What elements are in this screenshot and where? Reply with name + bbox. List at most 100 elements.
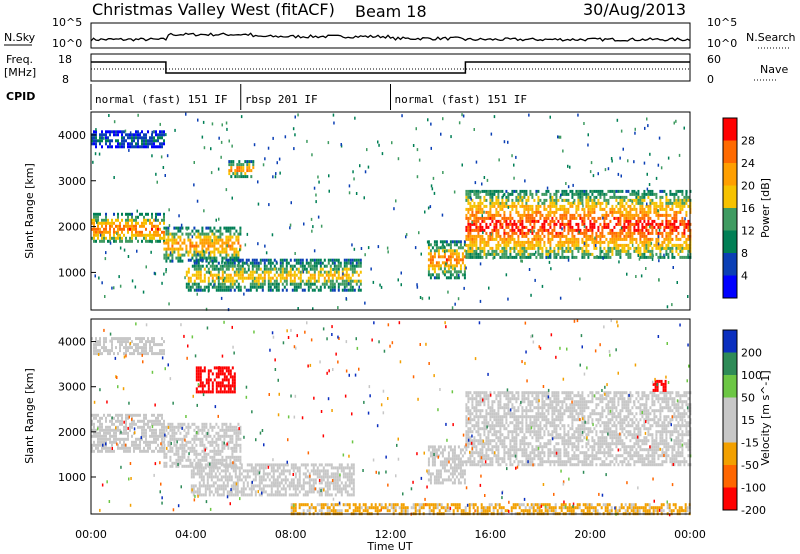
echo-cell [248, 160, 251, 164]
echo-cell [229, 440, 232, 444]
echo-cell [121, 437, 123, 441]
echo-cell [445, 264, 448, 268]
echo-cell [643, 219, 646, 223]
echo-cell [254, 475, 257, 479]
echo-cell [131, 136, 133, 140]
echo-cell [105, 349, 107, 353]
echo-cell [123, 428, 125, 432]
echo-cell [155, 215, 157, 219]
echo-cell [507, 222, 510, 226]
echo-cell [205, 250, 208, 254]
echo-cell [499, 213, 502, 217]
echo-cell [469, 213, 472, 217]
echo-cell [489, 246, 492, 250]
echo-cell [613, 234, 616, 238]
echo-cell [535, 210, 538, 214]
echo-cell [629, 225, 632, 229]
scatter-cell [168, 208, 170, 212]
echo-cell [483, 216, 486, 220]
echo-cell [349, 288, 352, 292]
echo-cell [651, 255, 654, 259]
echo-cell [113, 130, 115, 134]
echo-cell [565, 237, 568, 241]
echo-cell [305, 282, 308, 286]
echo-cell [101, 446, 103, 450]
echo-cell [103, 233, 105, 237]
echo-cell [310, 484, 313, 488]
echo-cell [575, 255, 578, 259]
echo-cell [318, 481, 321, 485]
echo-cell [284, 493, 287, 497]
echo-cell [237, 422, 240, 426]
scatter-cell [317, 175, 319, 179]
echo-cell [531, 219, 534, 223]
echo-cell [192, 493, 195, 497]
echo-cell [651, 192, 654, 196]
echo-cell [613, 231, 616, 235]
echo-cell [133, 224, 135, 228]
echo-cell [99, 227, 101, 231]
echo-cell [113, 431, 115, 435]
echo-cell [145, 145, 147, 149]
echo-cell [525, 255, 528, 259]
echo-cell [647, 195, 650, 199]
echo-cell [495, 228, 498, 232]
echo-cell [319, 270, 322, 274]
echo-cell [298, 472, 301, 476]
scatter-cell [535, 250, 537, 254]
echo-cell [473, 192, 476, 196]
echo-cell [667, 225, 670, 229]
echo-cell [433, 270, 436, 274]
echo-cell [667, 255, 670, 259]
echo-cell [211, 261, 214, 265]
echo-cell [101, 352, 103, 356]
echo-cell [109, 428, 111, 432]
echo-cell [519, 219, 522, 223]
echo-cell [97, 413, 99, 417]
echo-cell [635, 246, 638, 250]
scatter-cell [652, 254, 654, 258]
echo-cell [577, 195, 580, 199]
echo-cell [111, 130, 113, 134]
echo-cell [175, 226, 178, 230]
echo-cell [101, 133, 103, 137]
echo-cell [655, 228, 658, 232]
echo-cell [549, 213, 552, 217]
echo-cell [577, 198, 580, 202]
echo-cell [137, 419, 139, 423]
echo-cell [495, 237, 498, 241]
echo-cell [471, 243, 474, 247]
echo-cell [171, 241, 174, 245]
echo-cell [509, 222, 512, 226]
echo-cell [145, 431, 147, 435]
echo-cell [611, 249, 614, 253]
echo-cell [619, 231, 622, 235]
echo-cell [429, 252, 432, 256]
echo-cell [101, 230, 103, 234]
echo-cell [499, 207, 502, 211]
echo-cell [223, 279, 226, 283]
scatter-cell [276, 161, 278, 165]
echo-cell [581, 201, 584, 205]
echo-cell [489, 201, 492, 205]
scatter-cell [610, 157, 613, 160]
echo-cell [163, 230, 165, 234]
echo-cell [131, 413, 133, 417]
cpid-segments: normal (fast) 151 IF rbsp 201 IF normal (f… [90, 84, 527, 110]
echo-cell [547, 210, 550, 214]
echo-cell [103, 343, 105, 347]
echo-cell [223, 458, 226, 462]
echo-cell [539, 246, 542, 250]
echo-cell [629, 252, 632, 256]
nave-label: Nave [760, 63, 788, 76]
scatter-cell [578, 230, 580, 234]
echo-cell [153, 218, 155, 222]
echo-cell [213, 449, 216, 453]
echo-cell [627, 219, 630, 223]
echo-cell [219, 449, 222, 453]
echo-cell [299, 282, 302, 286]
echo-cell [467, 210, 470, 214]
echo-cell [291, 282, 294, 286]
echo-cell [215, 241, 218, 245]
scatter-cell [128, 148, 130, 152]
